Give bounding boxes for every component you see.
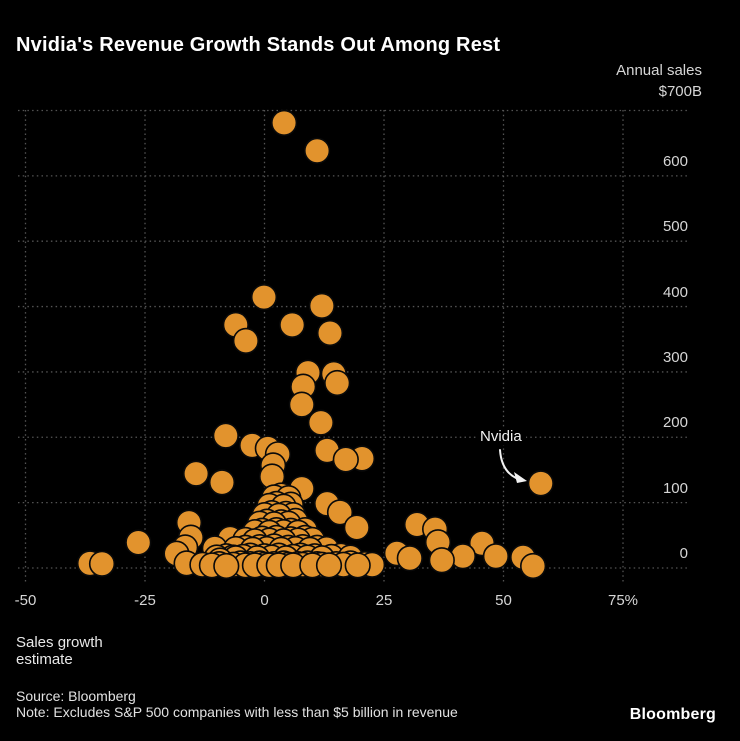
data-point (213, 552, 240, 580)
data-point (428, 547, 455, 574)
nvidia-annotation-label: Nvidia (476, 428, 526, 445)
data-points (76, 109, 554, 580)
y-tick-label-500: 500 (662, 218, 688, 236)
data-point (316, 319, 344, 347)
bloomberg-logo: Bloomberg (629, 706, 716, 723)
data-point (332, 446, 359, 473)
data-point (344, 552, 371, 579)
data-point (482, 543, 510, 570)
data-point (315, 552, 343, 579)
data-point (232, 327, 259, 355)
data-point (250, 284, 278, 311)
data-point (88, 550, 116, 577)
data-point (304, 137, 331, 164)
y-tick-label-600: 600 (662, 152, 688, 170)
data-point (208, 469, 236, 496)
nvidia-annotation-arrow (499, 449, 527, 483)
data-point (212, 422, 239, 449)
data-point (308, 292, 336, 320)
nvidia-data-point (527, 470, 554, 497)
data-point (125, 529, 152, 556)
data-point (343, 514, 370, 541)
data-point (288, 391, 315, 418)
footer: Source: Bloomberg Note: Excludes S&P 500… (16, 688, 458, 720)
y-tick-label-100: 100 (662, 479, 688, 497)
data-point (307, 409, 335, 436)
x-axis-title-line1: Sales growth (16, 634, 103, 651)
data-point (396, 545, 423, 572)
x-tick-label-25: 25 (375, 592, 393, 609)
data-point (326, 499, 354, 526)
y-axis-title: Annual sales $700B (616, 60, 702, 102)
x-tick-label-0: 0 (260, 592, 269, 609)
x-tick-label-75: 75% (607, 592, 639, 609)
horizontal-gridlines (18, 109, 688, 569)
y-tick-label-400: 400 (662, 283, 688, 301)
x-tick-label-50: 50 (495, 592, 512, 609)
y-axis-title-line1: Annual sales (616, 62, 702, 79)
page-title: Nvidia's Revenue Growth Stands Out Among… (16, 34, 501, 56)
data-point (324, 369, 351, 397)
x-tick-label--25: -25 (134, 592, 156, 609)
y-axis-title-line2: $700B (658, 83, 702, 100)
data-point (183, 460, 210, 487)
data-point (519, 552, 547, 580)
source-text: Source: Bloomberg (16, 688, 136, 704)
note-text: Note: Excludes S&P 500 companies with le… (16, 703, 458, 720)
x-axis-title: Sales growth estimate (16, 634, 103, 668)
y-tick-label-200: 200 (662, 414, 688, 432)
data-point (271, 109, 298, 136)
vertical-gridlines (24, 110, 624, 583)
data-point (449, 543, 477, 570)
x-tick-label--50: -50 (14, 592, 37, 609)
y-tick-label-0: 0 (679, 545, 688, 562)
data-point (279, 311, 306, 339)
y-tick-label-300: 300 (662, 348, 688, 366)
x-axis-title-line2: estimate (16, 651, 73, 668)
